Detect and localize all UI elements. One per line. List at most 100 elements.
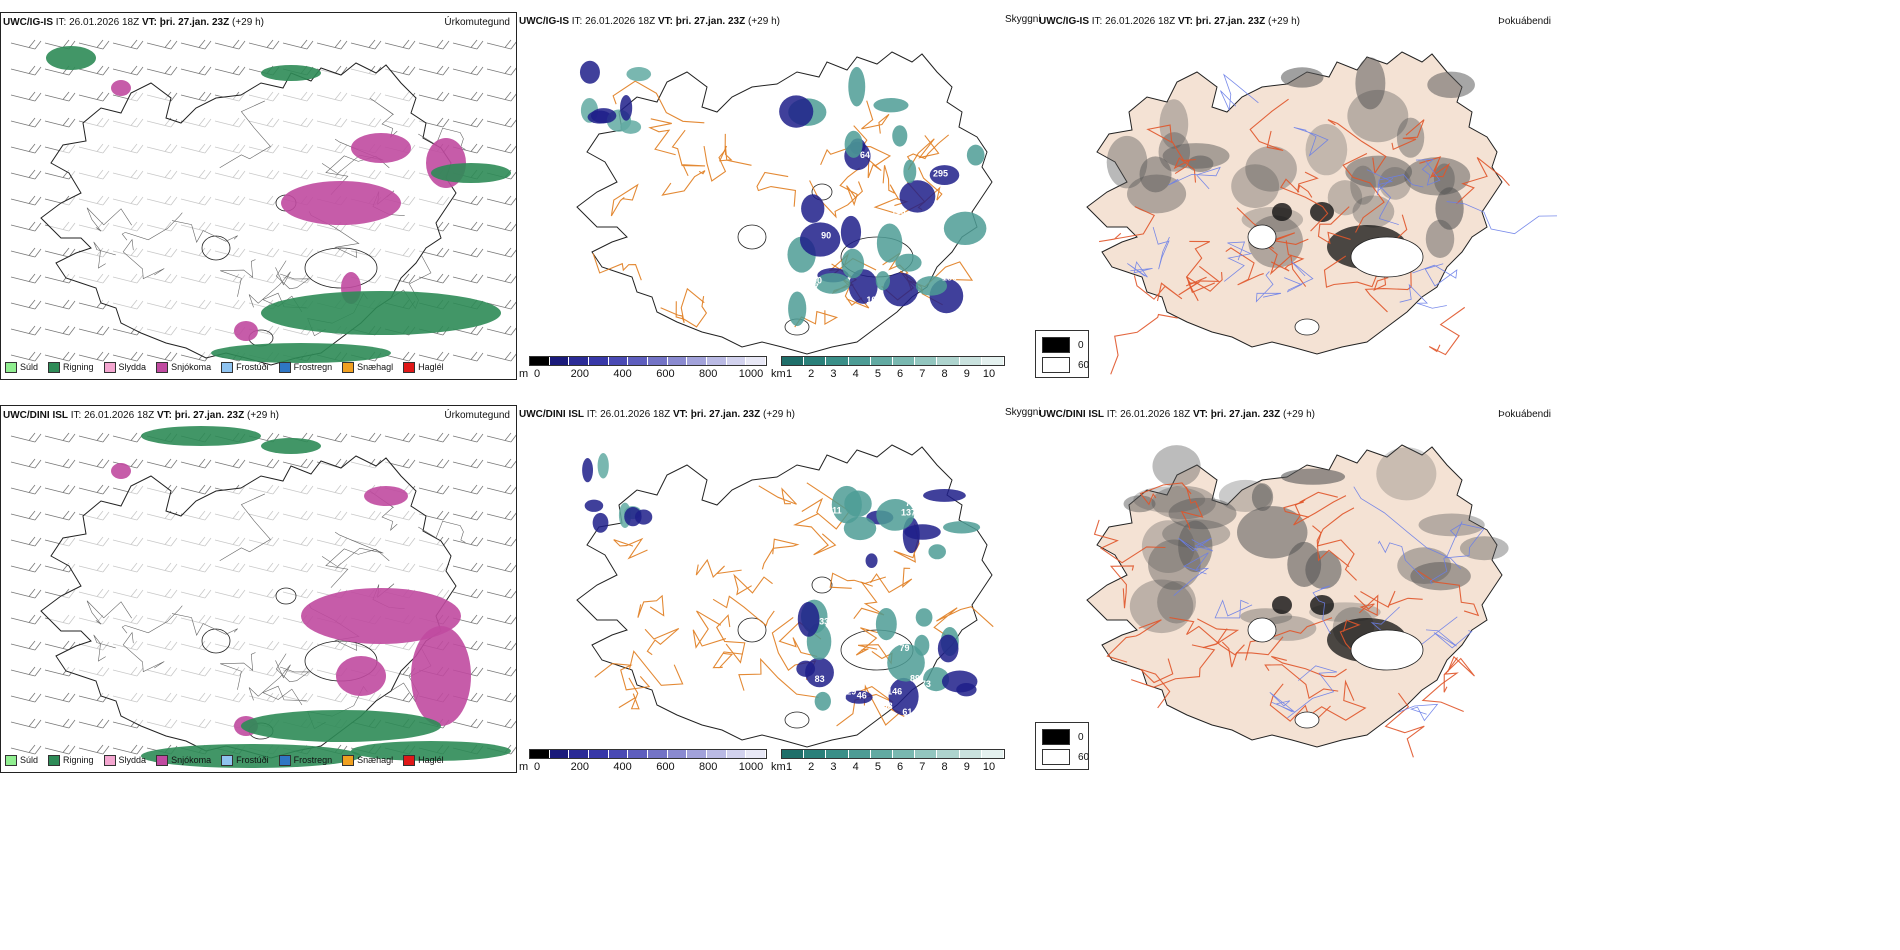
colorbar-bin xyxy=(915,357,938,365)
visibility-height-label: 62 xyxy=(904,481,914,491)
wind-barb xyxy=(452,351,484,362)
wind-barb-flag xyxy=(102,92,110,102)
wind-barb-flag xyxy=(504,458,512,467)
wind-barb-flag xyxy=(198,91,206,100)
wind-barb-staff xyxy=(248,461,274,469)
wind-barb-flag xyxy=(136,352,144,362)
wind-barb xyxy=(452,718,484,729)
road-line xyxy=(1312,585,1331,634)
precip-legend-label: Haglél xyxy=(418,754,444,765)
wind-barb-flag xyxy=(470,718,478,727)
low-visibility-area xyxy=(840,215,862,249)
road-line xyxy=(756,171,797,207)
wind-barb-flag xyxy=(204,459,212,469)
colorbar-tick: 0 xyxy=(533,761,541,773)
colorbar-bin xyxy=(628,357,649,365)
wind-barb-flag xyxy=(62,39,70,48)
wind-barb-staff xyxy=(78,747,104,755)
wind-barb-flag xyxy=(504,273,512,282)
wind-barb-staff xyxy=(10,354,36,362)
glacier xyxy=(1350,629,1424,671)
visibility-map: 129 96 71 105 95 117 180 59 121 118 100 81 90 95 103 11… xyxy=(576,51,993,355)
wind-barb xyxy=(10,536,42,547)
wind-barb-flag xyxy=(470,221,478,230)
precip-legend-item: Snæhagl xyxy=(342,362,393,373)
wind-barb-staff xyxy=(44,643,70,651)
wind-barb xyxy=(10,117,42,128)
wind-barb-staff xyxy=(418,276,444,284)
wind-barb-flag xyxy=(442,92,450,102)
road-line xyxy=(1287,665,1338,719)
precip-legend-swatch xyxy=(221,362,234,373)
wind-barb-flag xyxy=(306,459,314,469)
visibility-height-label: 66 xyxy=(897,594,907,604)
wind-barb-flag xyxy=(62,432,70,441)
road-line xyxy=(716,614,746,664)
fog-shading xyxy=(1106,135,1148,189)
glacier xyxy=(1247,224,1277,250)
precip-legend-label: Frostregn xyxy=(293,754,333,765)
wind-barb-staff xyxy=(10,721,36,729)
wind-barb-flag xyxy=(62,351,70,360)
precip-legend: Súld Rigning Slydda Snjókoma Frostúði Frostre… xyxy=(5,362,444,373)
low-visibility-area xyxy=(788,291,807,327)
wind-barb xyxy=(112,351,144,362)
wind-barb-flag xyxy=(34,641,42,651)
road-line xyxy=(661,170,706,196)
wind-barb xyxy=(486,91,516,102)
fog-shading xyxy=(1159,99,1189,149)
road-line xyxy=(836,685,894,727)
wind-barb-staff xyxy=(10,539,36,547)
colorbar-bin xyxy=(707,357,727,365)
rain-area xyxy=(241,710,441,742)
road-line xyxy=(648,118,676,156)
precip-legend-swatch xyxy=(48,362,61,373)
glacier xyxy=(1247,617,1277,643)
wind-barb-staff xyxy=(44,435,70,443)
visibility-height-label: 118 xyxy=(927,125,942,135)
wind-barb-staff xyxy=(44,747,70,755)
colorbar-unit: km xyxy=(771,368,786,380)
road-line xyxy=(1185,271,1223,292)
road-line xyxy=(718,145,752,166)
colorbar-strip xyxy=(781,749,1005,759)
wind-barb-flag xyxy=(510,460,516,469)
panel-title: Úrkomutegund xyxy=(444,410,510,421)
road-line xyxy=(86,600,132,625)
road-line xyxy=(906,134,950,163)
wind-barb-staff xyxy=(486,68,512,76)
road-line xyxy=(122,631,165,673)
glacier-outline xyxy=(737,224,767,250)
wind-barb-flag xyxy=(510,275,516,284)
wind-barb-flag xyxy=(96,39,104,48)
wind-barb xyxy=(486,299,516,310)
wind-barb-flag xyxy=(96,432,104,441)
wind-barb-flag xyxy=(136,66,144,76)
precip-legend-item: Snæhagl xyxy=(342,755,393,766)
visibility-height-label: 90 xyxy=(821,230,831,240)
colorbar-tick: 4 xyxy=(852,368,859,380)
wind-barb-flag xyxy=(436,351,444,360)
road-line xyxy=(733,573,773,596)
wind-barb-staff xyxy=(10,146,36,154)
colorbar-bin xyxy=(959,357,982,365)
wind-barb-flag xyxy=(504,325,512,334)
wind-barb-flag xyxy=(368,432,376,441)
wind-barb-flag xyxy=(504,143,512,152)
wind-barb-staff xyxy=(486,250,512,258)
wind-barb xyxy=(248,39,280,50)
wind-barb-flag xyxy=(504,692,512,701)
wind-barb xyxy=(486,432,516,443)
wind-barb-staff xyxy=(44,354,70,362)
wind-barb-flag xyxy=(266,39,274,48)
colorbar-bin xyxy=(782,750,805,758)
snow-area xyxy=(111,80,131,96)
road-line xyxy=(1391,119,1425,151)
road-line xyxy=(882,165,899,200)
visibility-height-label: 95 xyxy=(804,159,814,169)
wind-barb xyxy=(10,39,42,50)
wind-barb-flag xyxy=(476,589,484,599)
wind-barb-staff xyxy=(384,354,410,362)
road-line xyxy=(325,548,390,588)
road-line xyxy=(1377,540,1425,580)
